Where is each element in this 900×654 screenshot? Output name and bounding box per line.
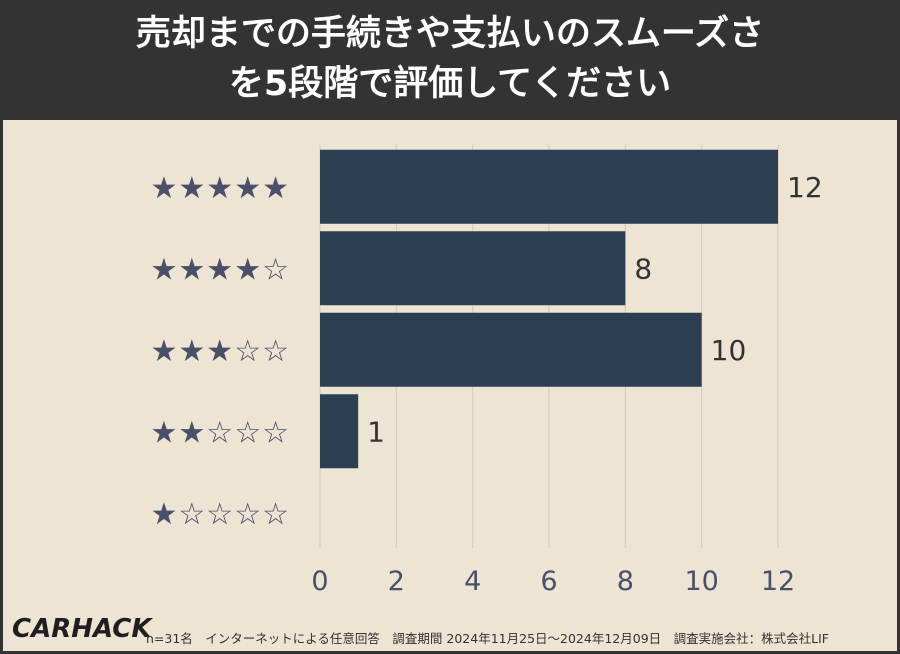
value-label-2-stars: 1	[367, 415, 385, 448]
x-tick-label-10: 10	[684, 566, 718, 597]
x-tick-label-12: 12	[761, 566, 795, 597]
bar-5-stars	[320, 149, 778, 224]
survey-footnote: n=31名 インターネットによる任意回答 調査期間 2024年11月25日〜20…	[146, 631, 829, 646]
footer: CARHACK n=31名 インターネットによる任意回答 調査期間 2024年1…	[0, 612, 900, 652]
bar-3-stars	[320, 312, 702, 387]
bar-4-stars	[320, 231, 626, 306]
category-label-5-stars: ★★★★★	[151, 171, 290, 206]
x-tick-label-4: 4	[464, 566, 481, 597]
carhack-logo: CARHACK	[12, 614, 152, 644]
x-tick-label-0: 0	[311, 566, 328, 597]
value-label-5-stars: 12	[787, 171, 823, 204]
bar-2-stars	[320, 394, 359, 469]
title-line-2: を5段階で評価してください	[228, 64, 672, 104]
x-tick-label-2: 2	[388, 566, 405, 597]
bar-chart: 0 2 4 6 8 10 12 ★★★★★ 12 ★★★★☆ 8 ★★★☆☆ 10 ★★☆☆☆ 1 ★☆☆☆☆	[151, 145, 823, 597]
value-label-3-stars: 10	[711, 334, 747, 367]
category-label-2-stars: ★★☆☆☆	[151, 415, 290, 450]
title-banner: 売却までの手続きや支払いのスムーズさ を5段階で評価してください	[0, 0, 900, 120]
x-tick-label-6: 6	[540, 566, 557, 597]
category-label-3-stars: ★★★☆☆	[151, 334, 290, 369]
x-tick-label-8: 8	[617, 566, 634, 597]
value-label-4-stars: 8	[634, 252, 652, 285]
category-label-4-stars: ★★★★☆	[151, 252, 290, 287]
title-line-1: 売却までの手続きや支払いのスムーズさ	[135, 14, 765, 54]
category-label-1-stars: ★☆☆☆☆	[151, 497, 290, 532]
